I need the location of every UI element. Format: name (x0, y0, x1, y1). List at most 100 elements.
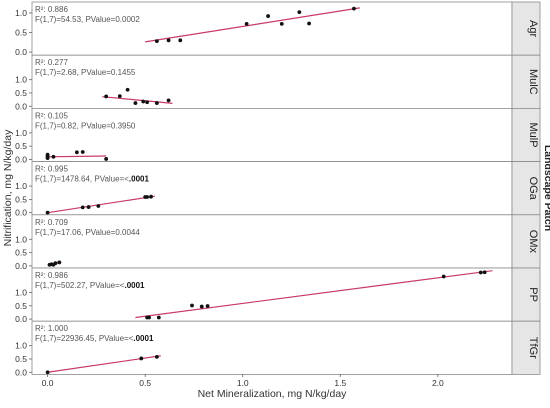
y-tick-label: 0.5 (15, 194, 27, 204)
data-point (80, 205, 85, 210)
data-point (166, 98, 171, 103)
y-tick-label: 0.0 (15, 314, 27, 324)
panel-frame (31, 161, 513, 216)
data-point (117, 94, 122, 99)
data-point (53, 261, 58, 266)
y-tick-label: 0.0 (15, 367, 27, 377)
panel-frame (31, 1, 513, 56)
y-tick-label: 0.5 (15, 301, 27, 311)
data-point (307, 21, 311, 26)
x-tick-label: 0.5 (139, 378, 151, 388)
facet-strip (511, 161, 541, 216)
stats-text: F(1,7)=502.27, PValue=<.0001 (35, 281, 145, 290)
x-tick-label: 2.0 (432, 378, 444, 388)
r2-text: R²: 0.886 (35, 5, 68, 14)
data-point (352, 6, 356, 11)
fit-line (102, 96, 173, 104)
panel-frame (31, 320, 513, 375)
y-tick-label: 0.5 (15, 28, 27, 38)
panel-frame (31, 214, 513, 269)
data-point (154, 101, 159, 105)
data-point (104, 94, 109, 99)
p-value-emphasis: .0001 (133, 334, 154, 343)
r2-text: R²: 0.709 (35, 218, 68, 227)
panel-frame (31, 108, 513, 163)
data-point (190, 303, 194, 308)
data-point (86, 205, 91, 209)
stats-text: F(1,7)=0.82, PValue=0.3950 (35, 121, 136, 130)
y-tick-label: 1.0 (15, 234, 27, 244)
data-point (199, 304, 204, 309)
data-point (154, 39, 159, 44)
data-point (45, 152, 50, 157)
data-point (51, 154, 56, 159)
x-tick-label: 1.0 (237, 378, 249, 388)
data-point (45, 210, 50, 215)
fit-line (135, 270, 493, 319)
data-point (156, 315, 161, 320)
data-point (125, 87, 130, 92)
panel-frame (31, 54, 513, 109)
data-point (133, 101, 138, 105)
y-tick-label: 1.0 (15, 8, 27, 18)
x-axis-title: Net Mineralization, mg N/kg/day (198, 388, 348, 400)
y-axis-title: Nitrification, mg N/kg/day (2, 129, 14, 246)
data-point (147, 315, 151, 320)
data-point (57, 260, 62, 265)
y-tick-label: 0.0 (15, 101, 27, 111)
data-point (74, 150, 79, 155)
y-tick-label: 0.0 (15, 261, 27, 271)
fit-line (145, 7, 360, 43)
y-tick-label: 1.0 (15, 287, 27, 297)
y-tick-label: 1.0 (15, 181, 27, 191)
data-point (139, 356, 144, 361)
y-tick-label: 0.5 (15, 354, 27, 364)
facet-label: TfGr (527, 337, 539, 359)
y-tick-label: 0.5 (15, 248, 27, 258)
data-point (145, 100, 150, 105)
data-point (96, 204, 101, 208)
x-tick-label: 1.5 (334, 378, 346, 388)
data-point (154, 354, 159, 359)
data-point (104, 157, 109, 161)
data-point (244, 22, 249, 26)
facet-label: OMx (527, 230, 539, 254)
y-tick-label: 1.0 (15, 341, 27, 351)
y-tick-label: 0.0 (15, 154, 27, 164)
data-point (149, 194, 153, 199)
p-value-emphasis: .0001 (124, 281, 145, 290)
stats-text: F(1,7)=1478.64, PValue=<.0001 (35, 175, 149, 184)
r2-text: R²: 0.105 (35, 111, 68, 120)
data-point (166, 38, 171, 43)
data-point (279, 22, 284, 26)
y-tick-label: 1.0 (15, 75, 27, 85)
data-point (145, 195, 150, 199)
data-point (80, 150, 85, 154)
facet-strip (511, 108, 541, 163)
panel-frame (31, 267, 513, 322)
fit-line (47, 195, 156, 214)
fit-line (47, 155, 107, 158)
y-tick-label: 0.0 (15, 208, 27, 218)
facet-strip (511, 1, 541, 56)
x-tick-label: 0.0 (42, 378, 54, 388)
facet-strip (511, 214, 541, 269)
data-point (266, 14, 270, 18)
facet-label: MulC (527, 69, 539, 95)
r2-text: R²: 0.995 (35, 165, 68, 174)
facet-strip (511, 320, 541, 375)
stats-text: F(1,7)=2.68, PValue=0.1455 (35, 68, 136, 77)
stats-text: F(1,7)=22936.45, PValue=<.0001 (35, 334, 154, 343)
facet-label: PP (527, 287, 539, 302)
data-point (482, 270, 487, 275)
facet-label: MulP (527, 122, 539, 147)
facet-label: Agr (527, 20, 539, 37)
r2-text: R²: 0.986 (35, 271, 68, 280)
p-value-emphasis: .0001 (129, 175, 150, 184)
facet-strip (511, 267, 541, 322)
y-tick-label: 0.0 (15, 47, 27, 57)
data-point (141, 99, 146, 104)
facet-group-title: Landscape Patch (542, 145, 550, 231)
